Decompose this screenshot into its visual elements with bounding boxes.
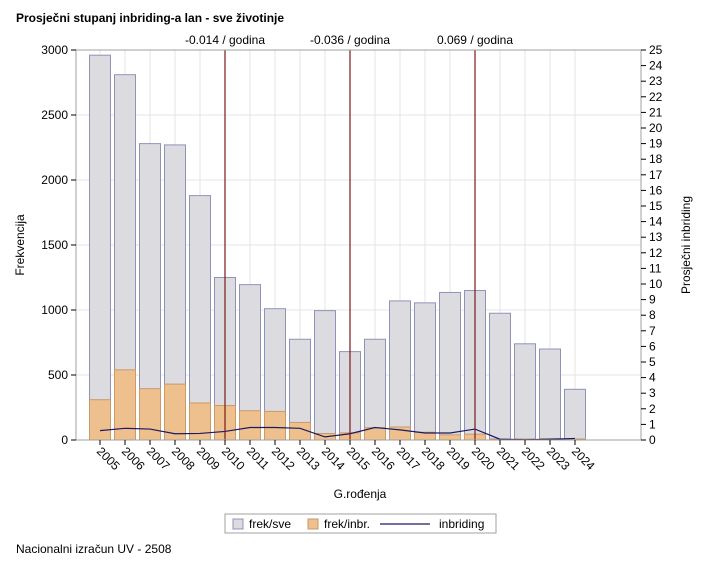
x-tick-label: 2007 xyxy=(144,444,173,473)
bar-frek-inbr xyxy=(239,410,261,441)
bar-frek-inbr xyxy=(264,410,286,441)
legend-label-inbriding: inbriding xyxy=(439,517,484,531)
x-tick-label: 2005 xyxy=(94,444,123,473)
bar-frek-sve xyxy=(89,54,111,441)
x-tick-label: 2022 xyxy=(519,444,548,473)
legend-swatch-frek-inbr xyxy=(307,518,319,530)
bars-inbr-series xyxy=(89,369,586,441)
bar-frek-inbr xyxy=(164,383,186,441)
y-axis-left: 0 500 1000 1500 2000 2500 3000 xyxy=(41,43,76,447)
bar-frek-sve xyxy=(414,302,436,441)
x-tick-label: 2020 xyxy=(469,444,498,473)
y2-tick-label: 5 xyxy=(649,355,656,369)
y2-tick-label: 16 xyxy=(649,183,663,197)
y2-tick-label: 1 xyxy=(649,417,656,431)
x-tick-label: 2010 xyxy=(219,444,248,473)
y2-tick-label: 8 xyxy=(649,308,656,322)
y2-tick-label: 25 xyxy=(649,43,663,57)
y-tick-label: 2000 xyxy=(41,173,68,187)
y2-tick-label: 4 xyxy=(649,371,656,385)
y-axis-right: 0123456789101112131415161718192021222324… xyxy=(641,43,663,447)
y-tick-label: 0 xyxy=(61,433,68,447)
x-tick-label: 2021 xyxy=(494,444,523,473)
x-tick-label: 2013 xyxy=(294,444,323,473)
legend-label-frek-inbr: frek/inbr. xyxy=(324,517,370,531)
y2-tick-label: 21 xyxy=(649,105,663,119)
bar-frek-sve xyxy=(439,291,461,441)
y2-tick-label: 18 xyxy=(649,152,663,166)
x-tick-label: 2019 xyxy=(444,444,473,473)
bar-frek-sve xyxy=(314,310,336,441)
bar-frek-inbr xyxy=(139,388,161,441)
x-tick-label: 2014 xyxy=(319,444,348,473)
y2-tick-label: 12 xyxy=(649,246,663,260)
y-tick-label: 2500 xyxy=(41,108,68,122)
y2-tick-label: 19 xyxy=(649,137,663,151)
y-tick-label: 1500 xyxy=(41,238,68,252)
y2-tick-label: 11 xyxy=(649,261,662,275)
bar-frek-sve xyxy=(364,338,386,441)
bar-frek-inbr xyxy=(439,434,461,441)
y2-tick-label: 17 xyxy=(649,168,663,182)
y-tick-label: 1000 xyxy=(41,303,68,317)
x-tick-label: 2024 xyxy=(569,444,598,473)
reference-line-label: -0.036 / godina xyxy=(310,33,390,47)
y2-tick-label: 22 xyxy=(649,90,663,104)
x-tick-label: 2012 xyxy=(269,444,298,473)
inbriding-line xyxy=(99,426,576,441)
bar-frek-sve xyxy=(539,348,561,441)
chart-title: Prosječni stupanj inbriding-a lan - sve … xyxy=(16,11,285,25)
reference-line-label: 0.069 / godina xyxy=(437,33,513,47)
bar-frek-sve xyxy=(514,343,536,441)
inbriding-line-series xyxy=(99,426,576,441)
x-tick-label: 2016 xyxy=(369,444,398,473)
y2-tick-label: 24 xyxy=(649,59,663,73)
y2-axis-label: Prosječni inbriding xyxy=(679,196,693,294)
bar-frek-inbr xyxy=(189,402,211,441)
y2-tick-label: 6 xyxy=(649,339,656,353)
y2-tick-label: 15 xyxy=(649,199,663,213)
x-tick-label: 2015 xyxy=(344,444,373,473)
y2-tick-label: 20 xyxy=(649,121,663,135)
reference-line-label: -0.014 / godina xyxy=(185,33,265,47)
x-tick-label: 2017 xyxy=(394,444,423,473)
x-tick-label: 2009 xyxy=(194,444,223,473)
y2-tick-label: 0 xyxy=(649,433,656,447)
y-axis-label: Frekvencija xyxy=(13,214,27,276)
y2-tick-label: 7 xyxy=(649,324,656,338)
y-tick-label: 500 xyxy=(48,368,68,382)
y2-tick-label: 14 xyxy=(649,215,663,229)
bar-frek-sve xyxy=(564,388,586,441)
y-tick-label: 3000 xyxy=(41,43,68,57)
y2-tick-label: 3 xyxy=(649,386,656,400)
y2-tick-label: 13 xyxy=(649,230,663,244)
x-tick-label: 2018 xyxy=(419,444,448,473)
x-tick-label: 2011 xyxy=(244,444,272,472)
legend: frek/sve frek/inbr. inbriding xyxy=(224,513,497,534)
footnote: Nacionalni izračun UV - 2508 xyxy=(16,542,172,556)
x-tick-label: 2008 xyxy=(169,444,198,473)
x-axis: 2005200620072008200920102011201220132014… xyxy=(94,440,598,473)
legend-label-frek-sve: frek/sve xyxy=(249,517,291,531)
reference-lines: -0.014 / godina -0.036 / godina 0.069 / go… xyxy=(185,33,513,440)
x-tick-label: 2023 xyxy=(544,444,573,473)
x-tick-label: 2006 xyxy=(119,444,148,473)
bar-frek-inbr xyxy=(89,399,111,441)
bars-all-series xyxy=(89,54,586,441)
y2-tick-label: 23 xyxy=(649,74,663,88)
bar-frek-sve xyxy=(489,312,511,441)
y2-tick-label: 10 xyxy=(649,277,663,291)
y2-tick-label: 9 xyxy=(649,293,656,307)
y2-tick-label: 2 xyxy=(649,402,656,416)
legend-swatch-frek-sve xyxy=(232,518,244,530)
bar-frek-sve xyxy=(389,300,411,441)
x-axis-label: G.rođenja xyxy=(334,487,387,501)
legend-box xyxy=(224,513,497,534)
